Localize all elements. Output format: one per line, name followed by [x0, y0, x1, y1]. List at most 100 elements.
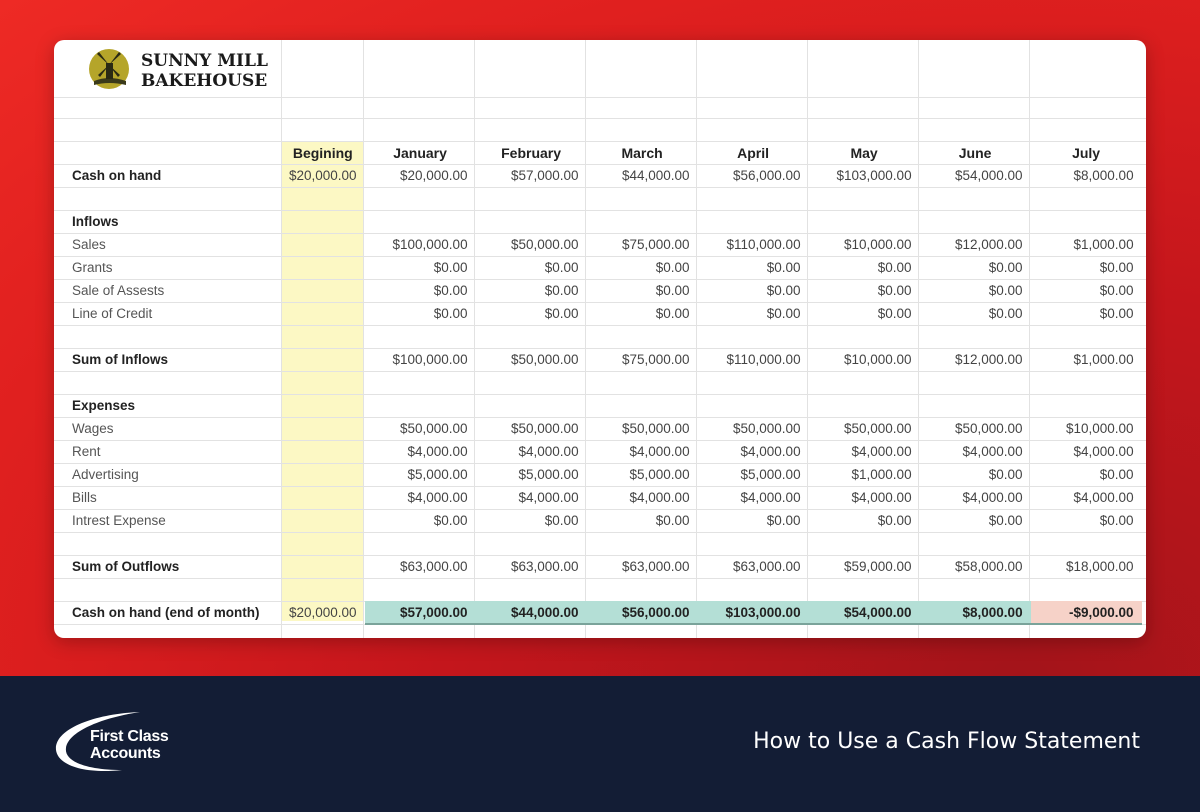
value-cell[interactable]: $50,000.00 — [733, 421, 801, 436]
column-header[interactable]: Begining — [292, 144, 353, 161]
value-cell[interactable]: $0.00 — [988, 306, 1023, 321]
value-cell[interactable]: $4,000.00 — [1073, 490, 1134, 505]
empty-cell[interactable] — [476, 578, 587, 601]
end-value-cell[interactable]: -$9,000.00 — [1030, 601, 1142, 625]
value-cell[interactable]: $10,000.00 — [1066, 421, 1134, 436]
empty-cell[interactable] — [281, 325, 365, 348]
row-label[interactable]: Cash on hand (end of month) — [72, 605, 260, 620]
empty-cell[interactable] — [809, 187, 920, 210]
value-cell[interactable]: $50,000.00 — [955, 421, 1023, 436]
row-label[interactable]: Advertising — [72, 467, 139, 482]
empty-cell[interactable] — [698, 532, 809, 555]
empty-cell[interactable] — [920, 210, 1031, 233]
empty-cell[interactable] — [281, 210, 365, 233]
value-cell[interactable]: $5,000.00 — [407, 467, 468, 482]
section-heading[interactable]: Inflows — [72, 214, 119, 229]
value-cell[interactable]: $0.00 — [766, 513, 801, 528]
empty-cell[interactable] — [1031, 187, 1142, 210]
value-cell[interactable]: $20,000.00 — [289, 605, 357, 620]
empty-cell[interactable] — [1031, 578, 1142, 601]
empty-cell[interactable] — [920, 325, 1031, 348]
empty-cell[interactable] — [920, 532, 1031, 555]
empty-cell[interactable] — [1031, 325, 1142, 348]
empty-cell[interactable] — [920, 371, 1031, 394]
column-header[interactable]: May — [850, 144, 878, 161]
empty-cell[interactable] — [54, 532, 281, 555]
value-cell[interactable]: $4,000.00 — [518, 490, 579, 505]
value-cell[interactable]: $110,000.00 — [726, 352, 801, 367]
value-cell[interactable]: $4,000.00 — [407, 490, 468, 505]
row-label[interactable]: Rent — [72, 444, 101, 459]
value-cell[interactable]: $0.00 — [877, 306, 912, 321]
value-cell[interactable]: $4,000.00 — [851, 490, 912, 505]
value-cell[interactable]: $0.00 — [655, 283, 690, 298]
empty-cell[interactable] — [476, 532, 587, 555]
value-cell[interactable]: $0.00 — [766, 283, 801, 298]
empty-cell[interactable] — [698, 325, 809, 348]
value-cell[interactable]: $5,000.00 — [740, 467, 801, 482]
row-label[interactable]: Wages — [72, 421, 114, 436]
value-cell[interactable]: $4,000.00 — [851, 444, 912, 459]
value-cell[interactable]: $110,000.00 — [726, 237, 801, 252]
value-cell[interactable]: $4,000.00 — [740, 490, 801, 505]
section-heading[interactable]: Expenses — [72, 398, 136, 413]
end-value-cell[interactable]: $57,000.00 — [364, 601, 476, 625]
empty-cell[interactable] — [1031, 394, 1142, 417]
empty-cell[interactable] — [281, 578, 365, 601]
empty-cell[interactable] — [587, 578, 698, 601]
empty-cell[interactable] — [54, 187, 281, 210]
empty-cell[interactable] — [920, 394, 1031, 417]
value-cell[interactable]: $0.00 — [1099, 283, 1134, 298]
value-cell[interactable]: $12,000.00 — [955, 237, 1023, 252]
value-cell[interactable]: $4,000.00 — [407, 444, 468, 459]
empty-cell[interactable] — [698, 210, 809, 233]
end-value-cell[interactable]: $8,000.00 — [919, 601, 1031, 625]
empty-cell[interactable] — [54, 578, 281, 601]
empty-cell[interactable] — [281, 279, 365, 302]
empty-cell[interactable] — [698, 578, 809, 601]
empty-cell[interactable] — [54, 325, 281, 348]
value-cell[interactable]: $4,000.00 — [518, 444, 579, 459]
empty-cell[interactable] — [281, 371, 365, 394]
empty-cell[interactable] — [365, 394, 476, 417]
value-cell[interactable]: $63,000.00 — [511, 559, 579, 574]
empty-cell[interactable] — [920, 578, 1031, 601]
value-cell[interactable]: $50,000.00 — [400, 421, 468, 436]
value-cell[interactable]: $75,000.00 — [622, 237, 690, 252]
empty-cell[interactable] — [365, 210, 476, 233]
value-cell[interactable]: $0.00 — [988, 260, 1023, 275]
empty-cell[interactable] — [476, 210, 587, 233]
value-cell[interactable]: $54,000.00 — [955, 168, 1023, 183]
value-cell[interactable]: $44,000.00 — [622, 168, 690, 183]
value-cell[interactable]: $58,000.00 — [955, 559, 1023, 574]
value-cell[interactable]: $100,000.00 — [392, 352, 468, 367]
value-cell[interactable]: $0.00 — [655, 306, 690, 321]
value-cell[interactable]: $50,000.00 — [511, 421, 579, 436]
empty-cell[interactable] — [1031, 210, 1142, 233]
empty-cell[interactable] — [281, 348, 365, 371]
end-value-cell[interactable]: $54,000.00 — [808, 601, 920, 625]
empty-cell[interactable] — [365, 325, 476, 348]
value-cell[interactable]: $4,000.00 — [962, 444, 1023, 459]
value-cell[interactable]: $103,000.00 — [836, 168, 912, 183]
value-cell[interactable]: $59,000.00 — [844, 559, 912, 574]
row-label[interactable]: Sum of Inflows — [72, 352, 168, 367]
empty-cell[interactable] — [281, 302, 365, 325]
empty-cell[interactable] — [281, 486, 365, 509]
end-value-cell[interactable]: $56,000.00 — [586, 601, 698, 625]
empty-cell[interactable] — [809, 394, 920, 417]
empty-cell[interactable] — [281, 463, 365, 486]
row-label[interactable]: Sale of Assests — [72, 283, 165, 298]
value-cell[interactable]: $0.00 — [877, 260, 912, 275]
row-label[interactable]: Intrest Expense — [72, 513, 166, 528]
empty-cell[interactable] — [365, 532, 476, 555]
empty-cell[interactable] — [54, 141, 281, 164]
value-cell[interactable]: $0.00 — [988, 283, 1023, 298]
value-cell[interactable]: $1,000.00 — [851, 467, 912, 482]
empty-cell[interactable] — [365, 578, 476, 601]
end-value-cell[interactable]: $44,000.00 — [475, 601, 587, 625]
row-label[interactable]: Sum of Outflows — [72, 559, 180, 574]
row-label[interactable]: Cash on hand — [72, 168, 162, 183]
empty-cell[interactable] — [587, 371, 698, 394]
empty-cell[interactable] — [365, 371, 476, 394]
